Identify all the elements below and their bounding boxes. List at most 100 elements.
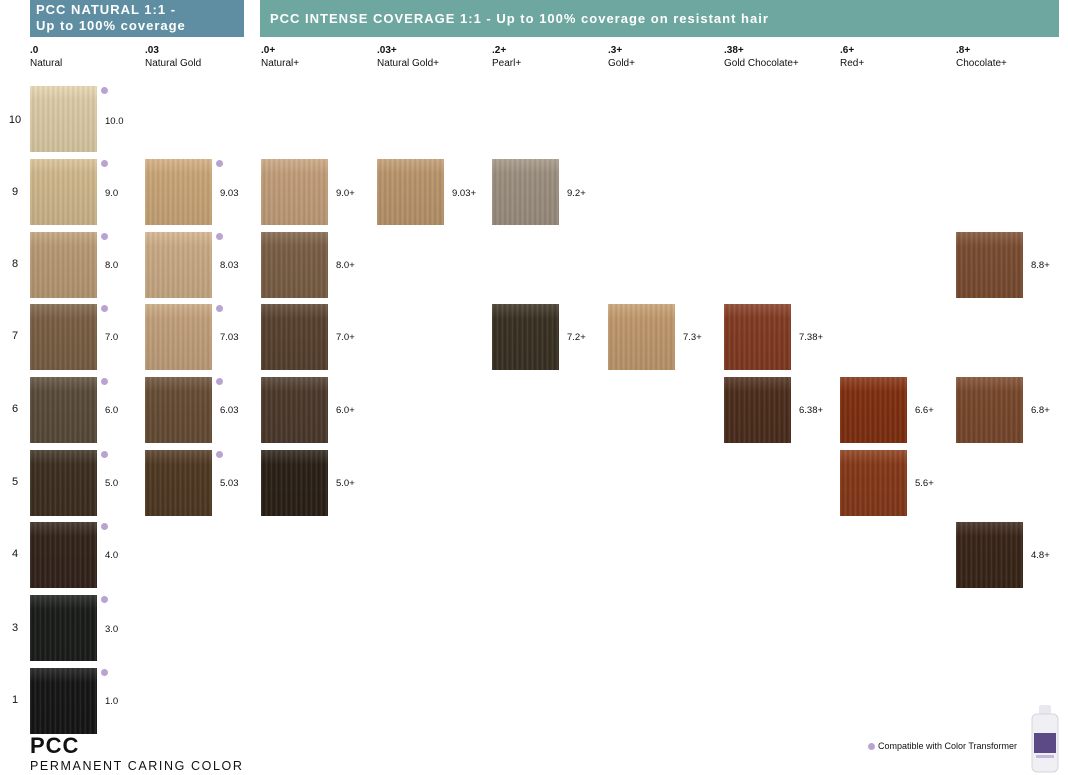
shade-swatch	[608, 304, 675, 370]
shade-swatch	[261, 450, 328, 516]
shade-code-label: 3.0	[105, 624, 119, 635]
column-name: Natural Gold+	[377, 58, 439, 69]
column-name: Natural Gold	[145, 58, 202, 69]
column-header: .8+ Chocolate+	[956, 44, 1007, 70]
column-name: Chocolate+	[956, 58, 1007, 69]
shade-swatch	[145, 377, 212, 443]
shade-code-label: 5.6+	[915, 478, 934, 489]
shade-swatch	[377, 159, 444, 225]
row-level-label: 7	[11, 330, 19, 342]
shade-swatch	[261, 232, 328, 298]
shade-code-label: 8.0	[105, 260, 119, 271]
shade-code-label: 5.0	[105, 478, 119, 489]
column-name: Red+	[840, 58, 865, 69]
row-level-label: 5	[11, 476, 19, 488]
shade-swatch	[30, 86, 97, 152]
legend: Compatible with Color Transformer	[868, 741, 1017, 751]
column-header: .0+ Natural+	[261, 44, 299, 70]
brand-subtitle: PERMANENT CARING COLOR	[30, 759, 244, 773]
column-header: .03 Natural Gold	[145, 44, 201, 70]
shade-swatch	[30, 522, 97, 588]
color-transformer-dot-icon	[101, 233, 108, 240]
shade-code-label: 8.0+	[336, 260, 355, 271]
shade-code-label: 9.03+	[452, 188, 477, 199]
shade-code-label: 7.2+	[567, 332, 586, 343]
column-header: .38+ Gold Chocolate+	[724, 44, 799, 70]
shade-swatch	[145, 450, 212, 516]
legend-label: Compatible with Color Transformer	[878, 741, 1018, 751]
color-transformer-dot-icon	[101, 669, 108, 676]
column-name: Gold Chocolate+	[724, 58, 799, 69]
color-transformer-dot-icon	[101, 451, 108, 458]
shade-code-label: 9.03	[220, 188, 239, 199]
shade-swatch	[30, 377, 97, 443]
shade-swatch	[30, 232, 97, 298]
shade-swatch	[145, 304, 212, 370]
shade-code-label: 8.03	[220, 260, 239, 271]
shade-code-label: 6.8+	[1031, 405, 1050, 416]
column-code: .03	[145, 45, 159, 56]
column-code: .03+	[377, 45, 397, 56]
row-level-label: 3	[11, 622, 19, 634]
shade-swatch	[724, 304, 791, 370]
shade-swatch	[145, 159, 212, 225]
shade-code-label: 6.03	[220, 405, 239, 416]
color-transformer-dot-icon	[216, 305, 223, 312]
column-name: Gold+	[608, 58, 635, 69]
natural-banner-line1: PCC NATURAL 1:1 -	[36, 2, 177, 17]
shade-swatch	[30, 668, 97, 734]
brand-title: PCC	[30, 733, 80, 758]
color-transformer-dot-icon	[101, 378, 108, 385]
column-header: .0 Natural	[30, 44, 62, 70]
color-transformer-bottle-icon	[1031, 705, 1059, 773]
shade-swatch	[30, 304, 97, 370]
shade-code-label: 7.0	[105, 332, 119, 343]
shade-swatch	[956, 377, 1023, 443]
shade-swatch	[956, 232, 1023, 298]
column-header: .2+ Pearl+	[492, 44, 521, 70]
shade-code-label: 5.0+	[336, 478, 355, 489]
shade-swatch	[261, 159, 328, 225]
row-level-label: 6	[11, 403, 19, 415]
shade-code-label: 5.03	[220, 478, 239, 489]
shade-code-label: 6.0	[105, 405, 119, 416]
shade-swatch	[145, 232, 212, 298]
color-transformer-dot-icon	[216, 160, 223, 167]
color-transformer-dot-icon	[216, 233, 223, 240]
natural-banner: PCC NATURAL 1:1 - Up to 100% coverage	[30, 0, 244, 37]
column-code: .0	[30, 45, 39, 56]
natural-banner-line2: Up to 100% coverage	[36, 18, 186, 33]
column-name: Natural+	[261, 58, 300, 69]
shade-swatch	[30, 159, 97, 225]
row-level-label: 1	[11, 694, 19, 706]
shade-swatch	[261, 304, 328, 370]
color-transformer-dot-icon	[101, 160, 108, 167]
color-transformer-dot-icon	[101, 523, 108, 530]
shade-code-label: 1.0	[105, 696, 119, 707]
shade-swatch	[30, 450, 97, 516]
shade-code-label: 10.0	[105, 116, 124, 127]
color-transformer-dot-icon	[216, 451, 223, 458]
shade-code-label: 6.6+	[915, 405, 934, 416]
column-name: Natural	[30, 58, 63, 69]
shade-code-label: 8.8+	[1031, 260, 1050, 271]
shade-swatch	[261, 377, 328, 443]
column-code: .2+	[492, 45, 507, 56]
column-name: Pearl+	[492, 58, 522, 69]
column-code: .6+	[840, 45, 855, 56]
column-code: .0+	[261, 45, 276, 56]
column-code: .3+	[608, 45, 623, 56]
shade-code-label: 9.0	[105, 188, 119, 199]
shade-code-label: 7.0+	[336, 332, 355, 343]
shade-code-label: 6.0+	[336, 405, 355, 416]
column-header: .6+ Red+	[840, 44, 864, 70]
legend-dot-icon	[868, 742, 875, 750]
shade-code-label: 7.03	[220, 332, 239, 343]
shade-swatch	[840, 450, 907, 516]
shade-code-label: 9.2+	[567, 188, 586, 199]
color-transformer-dot-icon	[101, 596, 108, 603]
shade-code-label: 9.0+	[336, 188, 355, 199]
column-code: .38+	[724, 45, 744, 56]
intense-banner: PCC INTENSE COVERAGE 1:1 - Up to 100% co…	[260, 0, 1059, 37]
color-transformer-dot-icon	[101, 87, 108, 94]
